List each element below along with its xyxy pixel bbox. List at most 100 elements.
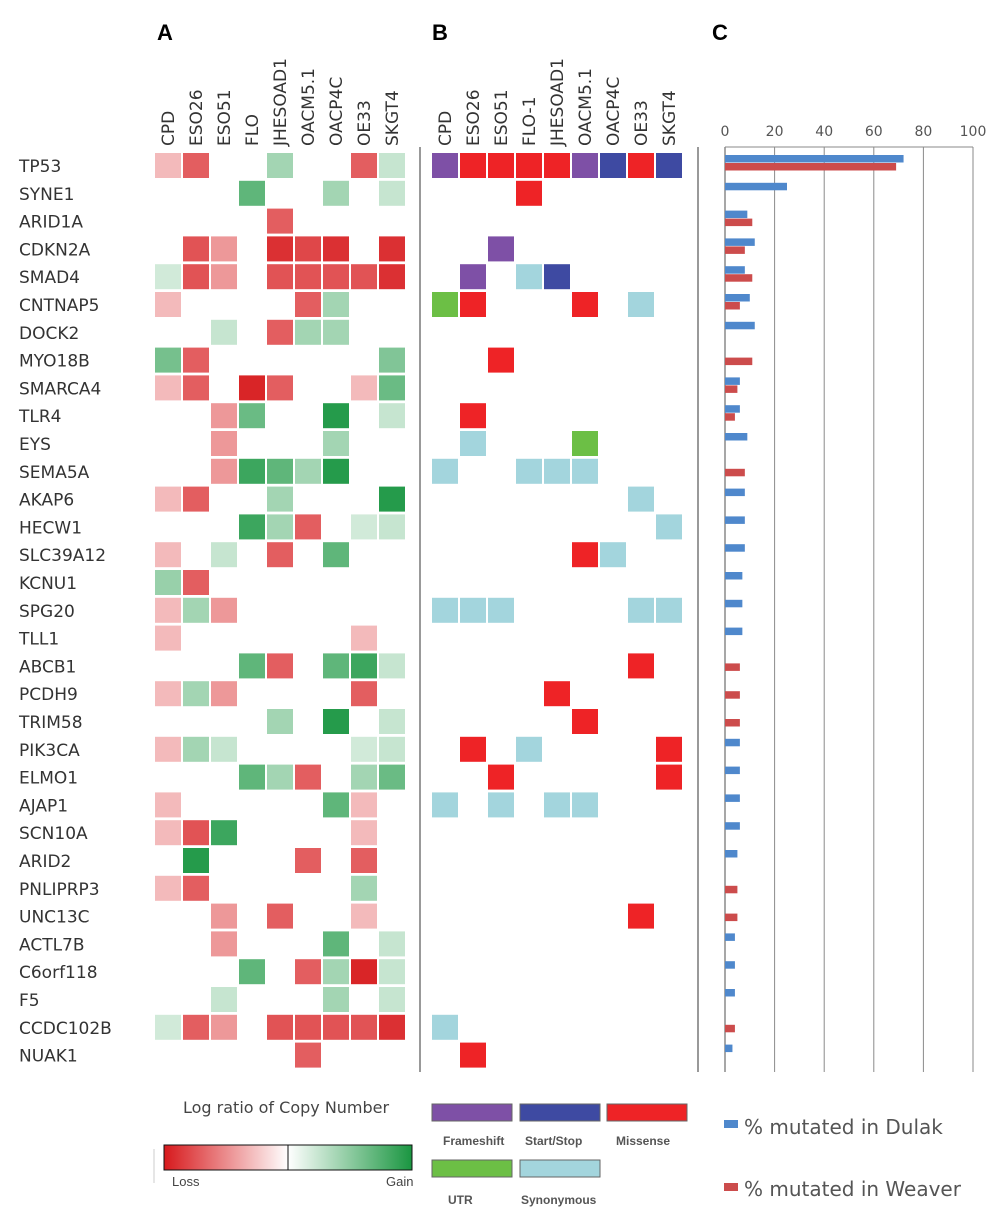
mutation-cell-cntnap5-eso26 [460,292,486,317]
bar-weaver-unc13c [725,913,738,922]
cn-cell-abcb1-oe33 [351,653,377,679]
cn-cell-smad4-oacm5-1 [295,264,321,290]
cn-cell-abcb1-jhesoad1 [267,653,293,679]
gene-label-f5: F5 [19,991,40,1011]
gene-label-eys: EYS [19,435,51,455]
panel-a-column-labels: CPD ESO26 ESO51 FLO JHESOAD1 OACM5.1 OACP4C OE3… [159,58,403,147]
gene-label-nuak1: NUAK1 [19,1047,78,1067]
bar-dulak-slc39a12 [725,544,745,552]
mutation-cell-spg20-oe33 [628,597,654,623]
cn-cell-smarca4-eso26 [183,375,209,401]
cn-cell-pcdh9-eso26 [183,681,209,707]
legend-weaver-label: % mutated in Weaver [744,1177,962,1201]
legend-frameshift-swatch [431,1103,513,1122]
gene-label-pnliprp3: PNLIPRP3 [19,880,100,900]
cn-cell-cdkn2a-eso26 [183,236,209,262]
bar-dulak-tlr4 [725,405,740,413]
cn-cell-smarca4-flo [239,375,265,401]
mutation-cell-pik3ca-flo-1 [516,736,542,762]
legend-a-title: Log ratio of Copy Number [183,1098,390,1117]
bar-weaver-pnliprp3 [725,885,738,894]
mutation-cell-sema5a-cpd [432,458,458,484]
cn-cell-arid1a-jhesoad1 [267,208,293,234]
a-column-oacm5-1: OACM5.1 [299,68,319,146]
mutation-cell-tlr4-eso26 [460,403,486,429]
cn-cell-trim58-oacp4c [323,709,349,734]
gene-label-cdkn2a: CDKN2A [19,240,91,260]
bar-dulak-arid2 [725,850,738,858]
mutation-cell-cdkn2a-eso51 [488,236,514,262]
cn-cell-pcdh9-oe33 [351,681,377,707]
cn-cell-hecw1-oacm5-1 [295,514,321,540]
cn-cell-ccdc102b-jhesoad1 [267,1014,293,1040]
bar-weaver-smarca4 [725,385,738,393]
cn-cell-elmo1-jhesoad1 [267,764,293,790]
mutation-cell-trim58-oacm5-1 [572,709,598,734]
cn-cell-c6orf118-skgt4 [379,959,405,985]
gene-label-elmo1: ELMO1 [19,769,78,789]
mutation-cell-myo18b-eso51 [488,347,514,373]
cn-cell-spg20-eso26 [183,597,209,623]
cn-cell-trim58-jhesoad1 [267,709,293,734]
bar-dulak-dock2 [725,321,755,330]
gene-label-tlr4: TLR4 [18,407,61,427]
legend-utr-swatch [431,1159,513,1178]
b-column-oacp4c: OACP4C [604,77,624,146]
cn-cell-ajap1-cpd [155,792,181,818]
bar-dulak-cdkn2a [725,238,755,246]
cn-cell-elmo1-flo [239,764,265,790]
bar-dulak-pik3ca [725,738,740,747]
b-column-eso26: ESO26 [464,89,484,146]
cn-cell-arid2-oacm5-1 [295,848,321,873]
bar-weaver-trim58 [725,719,740,727]
bar-weaver-ccdc102b [725,1024,735,1033]
b-column-oe33: OE33 [632,100,652,146]
mutation-cell-sema5a-jhesoad1 [544,458,570,484]
gene-label-kcnu1: KCNU1 [19,574,77,594]
cn-cell-c6orf118-oacm5-1 [295,959,321,985]
mutation-cell-tp53-cpd [432,153,458,178]
cn-cell-tll1-oe33 [351,625,377,651]
bar-dulak-akap6 [725,488,745,497]
tick-label-40: 40 [815,124,833,140]
cn-cell-ajap1-oacp4c [323,792,349,818]
cn-cell-pcdh9-eso51 [211,681,237,707]
cn-cell-smarca4-cpd [155,375,181,401]
cn-cell-actl7b-eso51 [211,931,237,957]
mutation-cell-tp53-oacp4c [600,153,626,178]
legend-loss-label: Loss [172,1174,200,1189]
cn-cell-akap6-eso26 [183,486,209,512]
legend-synonymous-swatch [519,1159,601,1178]
cn-cell-slc39a12-oacp4c [323,542,349,568]
cn-cell-trim58-skgt4 [379,709,405,734]
bar-dulak-smad4 [725,266,745,274]
cn-cell-ajap1-oe33 [351,792,377,818]
cn-cell-elmo1-oacm5-1 [295,764,321,790]
cn-cell-abcb1-oacp4c [323,653,349,679]
gene-label-pik3ca: PIK3CA [19,741,80,761]
bar-dulak-tll1 [725,627,743,636]
a-column-flo: FLO [243,114,263,146]
cn-cell-f5-skgt4 [379,987,405,1012]
cn-cell-elmo1-skgt4 [379,764,405,790]
cn-cell-kcnu1-eso26 [183,570,209,595]
cn-cell-sema5a-jhesoad1 [267,458,293,484]
cn-cell-sema5a-eso51 [211,458,237,484]
cn-cell-f5-eso51 [211,987,237,1012]
bar-dulak-syne1 [725,182,787,191]
gene-label-abcb1: ABCB1 [19,657,76,677]
cn-cell-dock2-jhesoad1 [267,319,293,345]
gene-label-syne1: SYNE1 [19,185,74,205]
mutation-cell-pik3ca-eso26 [460,736,486,762]
mutation-cell-eys-oacm5-1 [572,431,598,456]
mutation-cell-tp53-eso26 [460,153,486,178]
cn-cell-tp53-jhesoad1 [267,153,293,178]
mutation-cell-slc39a12-oacp4c [600,542,626,568]
cn-cell-slc39a12-cpd [155,542,181,568]
cn-cell-tp53-cpd [155,153,181,178]
cn-cell-pcdh9-cpd [155,681,181,707]
tick-label-80: 80 [914,124,932,140]
cn-cell-syne1-oacp4c [323,180,349,206]
cn-cell-akap6-jhesoad1 [267,486,293,512]
a-column-jhesoad1: JHESOAD1 [271,58,291,147]
